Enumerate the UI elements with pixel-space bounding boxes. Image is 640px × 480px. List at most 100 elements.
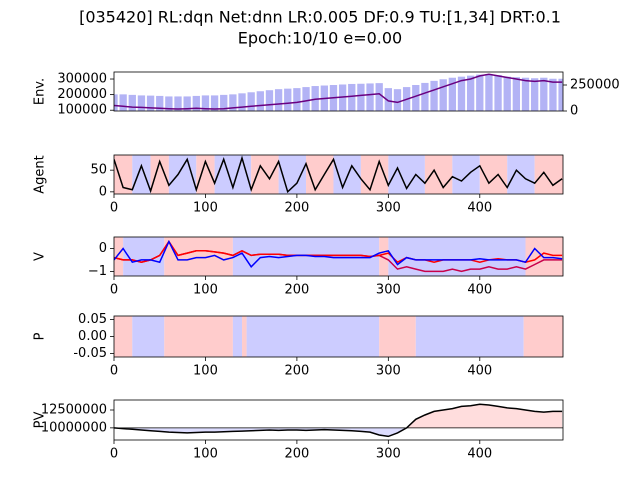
- action-span: [534, 155, 563, 194]
- x-tick-label: 400: [467, 283, 492, 298]
- y-axis-label: Agent: [33, 155, 48, 193]
- y-axis-label: PV: [33, 412, 48, 429]
- title-line: [035420] RL:dqn Net:dnn LR:0.005 DF:0.9 …: [79, 8, 561, 27]
- x-tick-label: 300: [376, 364, 401, 379]
- y-tick-label: 50: [90, 163, 107, 178]
- x-tick-label: 0: [110, 364, 118, 379]
- action-span: [132, 316, 165, 357]
- bar: [229, 94, 237, 111]
- action-span: [379, 316, 416, 357]
- y-tick-label: −1: [88, 264, 107, 279]
- action-span: [242, 316, 247, 357]
- action-span: [114, 155, 133, 194]
- series-line: [114, 403, 563, 438]
- x-tick-label: 400: [467, 447, 492, 462]
- y-tick-label: 200000: [57, 87, 107, 102]
- plot-area: [114, 155, 563, 194]
- x-tick-label: 200: [284, 364, 309, 379]
- action-span: [379, 237, 389, 276]
- bar: [476, 74, 484, 111]
- bar: [119, 94, 127, 111]
- axes-frame: [113, 236, 564, 277]
- bar: [274, 89, 283, 111]
- bar: [165, 96, 173, 111]
- y-axis-label: V: [33, 252, 48, 261]
- axes-frame: [113, 154, 564, 195]
- action-span: [333, 155, 361, 194]
- bar: [238, 93, 246, 111]
- bar: [311, 86, 319, 111]
- x-tick-label: 200: [284, 447, 309, 462]
- area-fill-below: [114, 427, 563, 437]
- bar: [174, 96, 182, 111]
- bar: [494, 75, 502, 111]
- bar: [457, 76, 466, 111]
- y-tick-label: 300000: [57, 72, 107, 87]
- bar: [256, 91, 264, 111]
- action-span: [114, 316, 133, 357]
- action-span: [232, 316, 243, 357]
- bar: [128, 94, 136, 111]
- bar: [357, 83, 365, 111]
- action-span: [525, 237, 563, 276]
- bar: [156, 95, 164, 111]
- bar: [183, 96, 191, 111]
- action-span: [132, 155, 151, 194]
- bar: [558, 78, 563, 111]
- y2-tick-label: 250000: [570, 78, 620, 93]
- bar: [549, 78, 557, 111]
- bar: [293, 88, 301, 111]
- action-span: [150, 155, 169, 194]
- axes-frame: [113, 71, 564, 112]
- bar: [430, 80, 438, 111]
- action-span: [251, 155, 279, 194]
- series-line: [114, 155, 563, 194]
- bar: [512, 77, 521, 111]
- y-tick-label: 0: [99, 241, 107, 256]
- bar: [146, 95, 155, 111]
- y-tick-label: -0.05: [73, 346, 107, 361]
- bar: [220, 94, 228, 111]
- bar: [540, 77, 548, 111]
- bar: [530, 78, 539, 111]
- bar: [114, 94, 118, 111]
- bar: [384, 88, 392, 111]
- x-tick-label: 100: [193, 364, 218, 379]
- x-tick-label: 400: [467, 201, 492, 216]
- x-tick-label: 200: [284, 201, 309, 216]
- x-tick-label: 0: [110, 283, 118, 298]
- title-line: Epoch:10/10 e=0.00: [238, 29, 402, 48]
- action-span: [232, 237, 380, 276]
- bar: [137, 95, 146, 111]
- bar: [375, 83, 383, 111]
- axes: 10000000 12500000 0 100 200 300 400 PV: [33, 399, 564, 462]
- bar: [439, 79, 447, 111]
- bar: [265, 90, 274, 111]
- series-line: [114, 73, 563, 110]
- action-span: [424, 155, 453, 194]
- action-span: [246, 316, 380, 357]
- action-span: [196, 155, 215, 194]
- x-tick-label: 100: [193, 447, 218, 462]
- x-tick-label: 0: [110, 201, 118, 216]
- plot-area: [114, 403, 563, 438]
- x-tick-label: 300: [376, 201, 401, 216]
- axes: -0.05 0.00 0.05 0 100 200 300 400 P: [33, 312, 564, 379]
- bar: [302, 87, 310, 111]
- action-span: [164, 237, 233, 276]
- bar: [284, 88, 292, 111]
- bar: [485, 74, 493, 111]
- bar: [366, 83, 374, 111]
- bar: [247, 92, 255, 111]
- action-span: [415, 316, 524, 357]
- axes: 0 50 0 100 200 300 400 Agent: [33, 154, 564, 216]
- series-line: [114, 239, 563, 268]
- y-tick-label: 100000: [57, 103, 107, 118]
- x-tick-label: 200: [284, 283, 309, 298]
- bar: [210, 95, 219, 111]
- y-tick-label: 0.00: [78, 329, 107, 344]
- plot-area: [114, 237, 563, 276]
- bar: [466, 75, 475, 111]
